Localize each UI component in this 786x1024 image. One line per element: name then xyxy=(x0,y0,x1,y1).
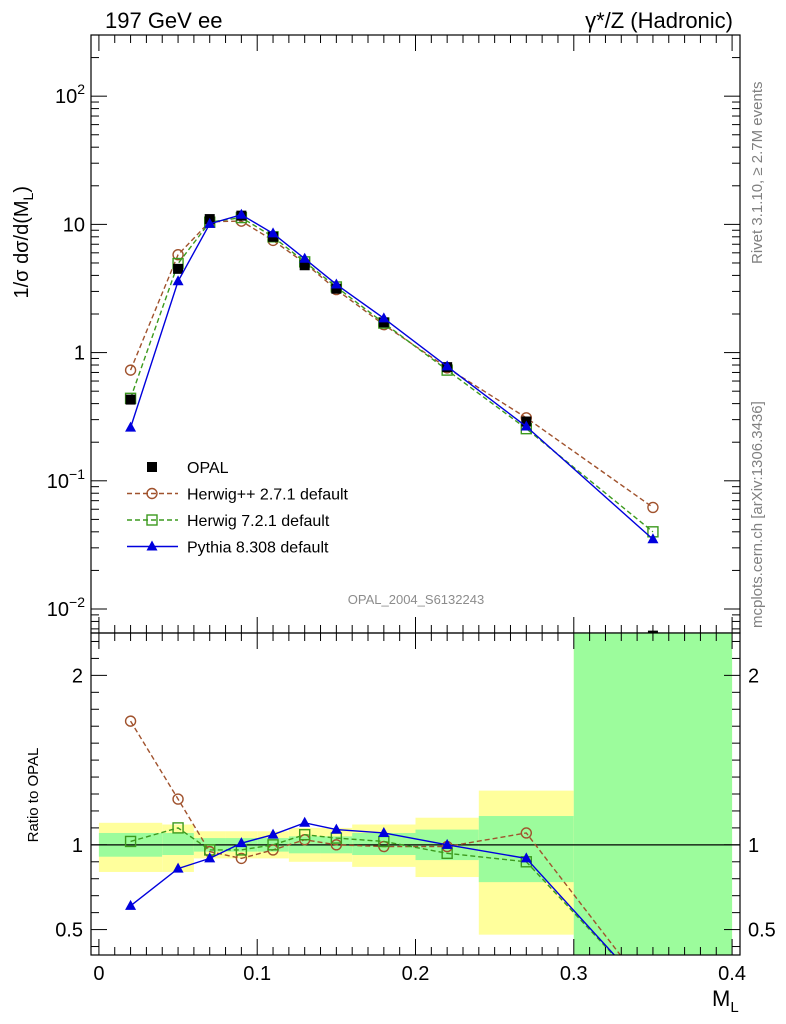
main-point-pythia xyxy=(235,208,247,219)
main-y-ticks: 102 10 1 10−1 10−2 xyxy=(47,34,740,630)
main-point-pythia xyxy=(520,420,532,431)
main-panel: 102 10 1 10−1 10−2 xyxy=(47,34,741,634)
main-line-herwigpp xyxy=(129,220,654,508)
ratio-point-pythia xyxy=(204,852,216,863)
main-point-pythia xyxy=(441,360,453,371)
ratio-point-pythia xyxy=(235,837,247,848)
ratio-point-herwig7 xyxy=(124,835,137,848)
ratio-point-herwig7 xyxy=(298,828,311,841)
ratio-point-herwigpp xyxy=(648,992,658,1002)
main-point-data xyxy=(125,394,136,405)
main-ytick-label: 10−2 xyxy=(47,594,85,621)
xtick-label: 0.4 xyxy=(718,963,746,985)
x-ticks: 0 0.1 0.2 0.3 0.4 xyxy=(93,35,746,985)
xtick-label: 0.1 xyxy=(243,963,271,985)
ratio-point-pythia xyxy=(267,828,279,839)
ratio-ytick-label-right: 2 xyxy=(748,665,759,687)
main-point-pythia xyxy=(378,312,390,323)
ratio-point-herwig7 xyxy=(648,992,658,1002)
main-ylabel: 1/σ dσ/d(ML) xyxy=(11,186,36,299)
ratio-panel: 0 0.1 0.2 0.3 0.4 2 2 1 1 0.5 0.5 xyxy=(55,35,776,1002)
main-line-herwig7 xyxy=(129,216,654,533)
ratio-ytick-label: 2 xyxy=(72,665,83,687)
band-inner-10 xyxy=(573,633,733,955)
main-point-data xyxy=(331,283,342,294)
ratio-point-pythia xyxy=(299,816,311,827)
ratio-ylabel: Ratio to OPAL xyxy=(25,748,42,843)
xtick-label: 0.3 xyxy=(560,963,588,985)
ratio-point-herwigpp xyxy=(235,852,248,865)
ratio-ytick-label-right: 0.5 xyxy=(748,920,776,942)
legend-label-herwig7: Herwig 7.2.1 default xyxy=(187,513,330,530)
main-point-pythia xyxy=(299,252,311,263)
ratio-point-herwigpp xyxy=(124,715,137,727)
legend: OPAL Herwig++ 2.7.1 default Herwig 7.2.1 d… xyxy=(127,460,349,557)
xtick-label: 0 xyxy=(93,963,104,985)
legend-label-pythia: Pythia 8.308 default xyxy=(187,540,329,557)
ratio-series-pythia xyxy=(125,816,658,1001)
ratio-point-pythia xyxy=(378,826,390,837)
main-point-pythia xyxy=(125,421,137,432)
uncertainty-bands xyxy=(98,633,733,955)
band-inner-1 xyxy=(162,832,194,856)
main-point-pythia xyxy=(267,227,279,238)
ratio-point-pythia xyxy=(647,991,658,1001)
ratio-series-herwig7 xyxy=(124,822,658,1002)
legend-marker-herwigpp xyxy=(146,487,158,500)
band-inner-7 xyxy=(352,832,416,856)
main-ytick-label: 10 xyxy=(63,214,85,236)
main-point-pythia xyxy=(647,533,659,544)
ratio-ytick-label: 0.5 xyxy=(55,920,83,942)
main-point-herwigpp xyxy=(124,364,137,376)
main-ytick-label: 10−1 xyxy=(47,466,85,493)
ratio-line-herwig7 xyxy=(130,827,615,955)
ratio-point-herwigpp xyxy=(330,839,343,851)
main-point-pythia xyxy=(330,278,342,289)
ratio-point-pythia xyxy=(172,862,184,873)
main-point-pythia xyxy=(172,275,184,286)
legend-marker-pythia xyxy=(146,540,158,551)
main-point-data xyxy=(299,260,310,271)
legend-label-data: OPAL xyxy=(187,460,229,477)
mcplots-label: mcplots.cern.ch [arXiv:1306.3436] xyxy=(749,401,766,628)
ratio-ytick-label: 1 xyxy=(72,835,83,857)
main-point-pythia xyxy=(204,217,216,228)
ratio-y-ticks: 2 2 1 1 0.5 0.5 xyxy=(55,640,776,948)
legend-label-herwigpp: Herwig++ 2.7.1 default xyxy=(187,487,349,504)
main-series-data xyxy=(125,210,658,633)
ratio-point-pythia xyxy=(125,899,137,910)
main-point-data xyxy=(378,317,389,328)
title-right: γ*/Z (Hadronic) xyxy=(585,8,733,33)
main-series-pythia xyxy=(125,208,659,544)
title-left: 197 GeV ee xyxy=(105,8,222,33)
x-axis-label: ML xyxy=(712,986,739,1016)
xtick-label: 0.2 xyxy=(402,963,430,985)
main-point-herwigpp xyxy=(172,249,184,261)
legend-marker-herwig7 xyxy=(146,514,158,526)
ratio-point-pythia xyxy=(330,823,342,834)
analysis-watermark: OPAL_2004_S6132243 xyxy=(348,592,484,607)
ratio-point-herwigpp xyxy=(520,827,533,839)
main-ytick-label: 102 xyxy=(55,81,85,108)
ratio-ytick-label-right: 1 xyxy=(748,835,759,857)
ratio-point-herwig7 xyxy=(172,822,184,834)
band-inner-9 xyxy=(478,816,574,883)
main-ytick-label: 1 xyxy=(74,343,85,365)
ratio-point-herwig7 xyxy=(267,839,279,851)
ratio-point-pythia xyxy=(520,852,532,863)
main-point-herwigpp xyxy=(647,501,659,514)
rivet-label: Rivet 3.1.10, ≥ 2.7M events xyxy=(749,82,766,265)
main-point-data xyxy=(173,263,184,274)
ratio-point-pythia xyxy=(441,838,453,849)
ratio-point-herwigpp xyxy=(172,793,184,805)
legend-marker-data xyxy=(147,462,157,472)
